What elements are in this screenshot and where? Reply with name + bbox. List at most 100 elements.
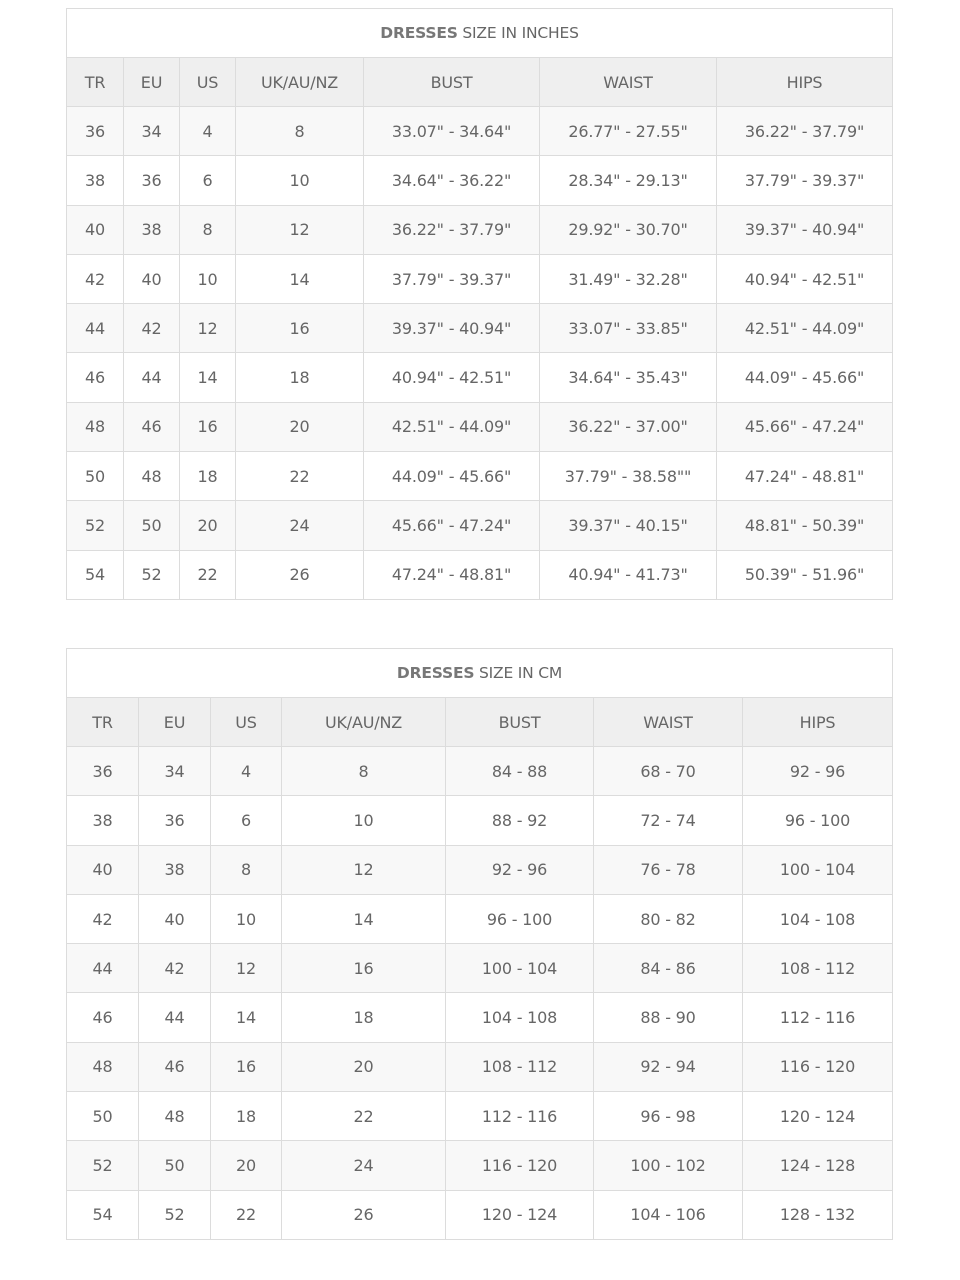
table-row: 44 42 12 16 100 - 104 84 - 86 108 - 112: [66, 943, 893, 994]
table-cell: 100 - 104: [742, 844, 893, 895]
table-cell: 22: [179, 549, 236, 600]
table-cell: 12: [281, 844, 446, 895]
table-title-rest: SIZE IN CM: [474, 664, 563, 682]
table-cell: 52: [123, 549, 180, 600]
table-cell: 50: [66, 451, 124, 502]
table-cell: 4: [210, 745, 282, 797]
table-cell: 116 - 120: [445, 1140, 594, 1191]
table-cell: 120 - 124: [742, 1091, 893, 1142]
table-cell: 10: [179, 253, 236, 305]
table-cell: 18: [281, 992, 446, 1043]
table-cell: 18: [179, 451, 236, 502]
column-header: UK/AU/NZ: [281, 697, 446, 747]
table-cell: 88 - 92: [445, 795, 594, 846]
table-cell: 46: [66, 992, 139, 1043]
table-cell: 37.79" - 38.58"": [539, 451, 717, 502]
table-cell: 36: [138, 795, 211, 846]
table-row: 46 44 14 18 40.94" - 42.51" 34.64" - 35.43" 44…: [66, 352, 894, 403]
table-cell: 40.94" - 42.51": [363, 352, 540, 403]
table-cell: 76 - 78: [593, 844, 743, 895]
table-title-bold: DRESSES: [396, 664, 475, 682]
table-cell: 14: [235, 253, 364, 305]
table-cell: 92 - 94: [593, 1041, 743, 1093]
table-cell: 120 - 124: [445, 1189, 594, 1240]
table-cell: 54: [66, 549, 124, 600]
table-title-row: DRESSES SIZE IN INCHES: [65, 8, 894, 58]
table-cell: 50: [66, 1091, 139, 1142]
table-row: 40 38 8 12 92 - 96 76 - 78 100 - 104: [66, 844, 893, 895]
table-cell: 38: [66, 795, 139, 846]
table-cell: 38: [138, 844, 211, 895]
table-title-bold: DRESSES: [380, 24, 458, 42]
table-cell: 46: [138, 1041, 211, 1093]
table-cell: 12: [235, 204, 364, 255]
column-header: TR: [66, 57, 124, 107]
table-cell: 8: [179, 204, 236, 255]
table-cell: 92 - 96: [445, 844, 594, 895]
table-cell: 8: [210, 844, 282, 895]
table-cell: 36: [66, 745, 139, 797]
table-cell: 28.34" - 29.13": [539, 155, 717, 206]
table-cell: 18: [210, 1091, 282, 1142]
table-cell: 26.77" - 27.55": [539, 105, 717, 157]
table-cell: 44.09" - 45.66": [715, 352, 894, 403]
column-header: EU: [138, 697, 211, 747]
table-cell: 48: [123, 451, 180, 502]
table-cell: 6: [210, 795, 282, 846]
table-row: 38 36 6 10 34.64" - 36.22" 28.34" - 29.13" 37.…: [66, 155, 894, 206]
table-cell: 24: [235, 500, 364, 551]
table-cell: 84 - 86: [593, 943, 743, 994]
size-table-cm: DRESSES SIZE IN CM TR EU US UK/AU/NZ BUST WAIS…: [66, 648, 893, 1240]
table-cell: 52: [66, 1140, 139, 1191]
table-cell: 48: [66, 1041, 139, 1093]
table-cell: 40: [138, 893, 211, 945]
column-header: BUST: [445, 697, 594, 747]
table-cell: 44: [66, 943, 139, 994]
table-cell: 108 - 112: [742, 943, 893, 994]
table-cell: 10: [210, 893, 282, 945]
table-cell: 124 - 128: [742, 1140, 893, 1191]
table-cell: 22: [210, 1189, 282, 1240]
column-header: US: [210, 697, 282, 747]
table-cell: 104 - 108: [742, 893, 893, 945]
table-cell: 116 - 120: [742, 1041, 893, 1093]
table-title: DRESSES SIZE IN INCHES: [65, 8, 894, 58]
column-header: HIPS: [715, 57, 894, 107]
table-row: 48 46 16 20 42.51" - 44.09" 36.22" - 37.00" 45…: [66, 401, 894, 453]
table-cell: 14: [281, 893, 446, 945]
column-header: TR: [66, 697, 139, 747]
table-cell: 36: [66, 105, 124, 157]
table-cell: 20: [210, 1140, 282, 1191]
table-cell: 20: [281, 1041, 446, 1093]
table-cell: 72 - 74: [593, 795, 743, 846]
table-cell: 36: [123, 155, 180, 206]
table-cell: 44: [138, 992, 211, 1043]
table-cell: 40.94" - 41.73": [539, 549, 717, 600]
table-cell: 47.24" - 48.81": [363, 549, 540, 600]
table-cell: 42: [138, 943, 211, 994]
table-cell: 128 - 132: [742, 1189, 893, 1240]
table-row: 36 34 4 8 84 - 88 68 - 70 92 - 96: [66, 745, 893, 797]
table-cell: 40: [66, 844, 139, 895]
column-header: BUST: [363, 57, 540, 107]
table-cell: 44.09" - 45.66": [363, 451, 540, 502]
table-cell: 12: [179, 303, 236, 354]
table-cell: 44: [66, 303, 124, 354]
table-cell: 100 - 104: [445, 943, 594, 994]
table-header-row: TR EU US UK/AU/NZ BUST WAIST HIPS: [66, 57, 894, 107]
table-cell: 104 - 108: [445, 992, 594, 1043]
table-row: 54 52 22 26 47.24" - 48.81" 40.94" - 41.73" 50…: [66, 549, 894, 600]
table-cell: 96 - 100: [742, 795, 893, 846]
table-cell: 18: [235, 352, 364, 403]
table-cell: 42.51" - 44.09": [363, 401, 540, 453]
table-row: 38 36 6 10 88 - 92 72 - 74 96 - 100: [66, 795, 893, 846]
table-cell: 42.51" - 44.09": [715, 303, 894, 354]
table-cell: 88 - 90: [593, 992, 743, 1043]
table-title-rest: SIZE IN INCHES: [457, 24, 579, 42]
table-cell: 96 - 98: [593, 1091, 743, 1142]
table-cell: 42: [66, 893, 139, 945]
table-cell: 46: [66, 352, 124, 403]
table-cell: 34: [138, 745, 211, 797]
table-cell: 34: [123, 105, 180, 157]
table-cell: 48.81" - 50.39": [715, 500, 894, 551]
